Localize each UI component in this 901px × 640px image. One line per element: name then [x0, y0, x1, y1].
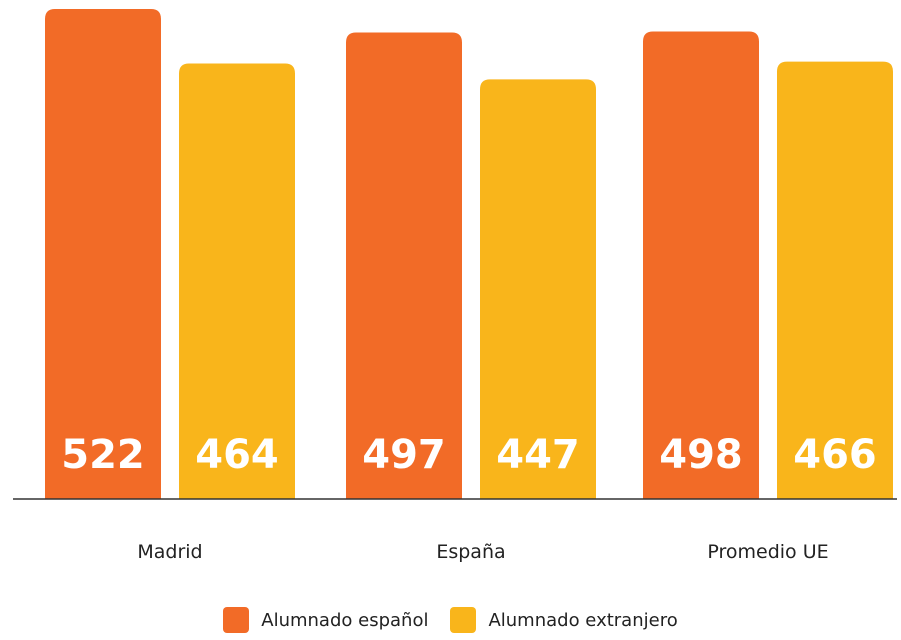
legend: Alumnado español Alumnado extranjero — [0, 607, 901, 633]
data-label-promedio-ue-series-1: 498 — [659, 432, 743, 478]
category-labels-group: Madrid España Promedio UE — [137, 541, 828, 563]
bar-madrid-series-1 — [45, 9, 161, 499]
bar-madrid-series-2 — [179, 63, 295, 499]
legend-label-series-2: Alumnado extranjero — [488, 609, 678, 631]
legend-swatch-series-2 — [450, 607, 477, 633]
data-label-españa-series-1: 497 — [362, 432, 446, 478]
data-label-madrid-series-2: 464 — [195, 432, 279, 478]
value-labels-group: 522 464 497 447 498 466 — [61, 432, 877, 478]
bar-españa-series-1 — [346, 32, 462, 499]
legend-item-series-2: Alumnado extranjero — [450, 607, 678, 633]
data-label-españa-series-2: 447 — [496, 432, 580, 478]
legend-swatch-series-1 — [223, 607, 250, 633]
bar-promedio-ue-series-2 — [777, 61, 893, 500]
category-label-1: Madrid — [137, 541, 202, 563]
legend-label-series-1: Alumnado español — [261, 609, 429, 631]
legend-item-series-1: Alumnado español — [223, 607, 428, 633]
category-label-3: Promedio UE — [707, 541, 828, 563]
data-label-madrid-series-1: 522 — [61, 432, 145, 478]
category-label-2: España — [436, 541, 505, 563]
bar-promedio-ue-series-1 — [643, 31, 759, 499]
data-label-promedio-ue-series-2: 466 — [793, 432, 877, 478]
bar-españa-series-2 — [480, 79, 596, 500]
bars-group — [45, 9, 893, 500]
